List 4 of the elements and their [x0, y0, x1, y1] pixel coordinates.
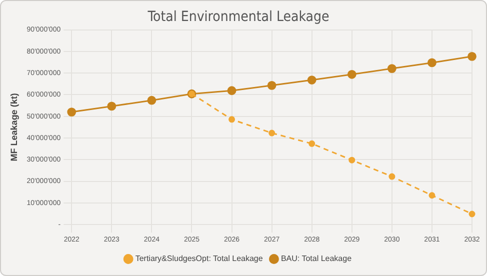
legend-label: BAU: Total Leakage: [280, 254, 352, 264]
y-axis-title: MF Leakage (kt): [8, 93, 19, 162]
chart-title: Total Environmental Leakage: [146, 9, 330, 26]
legend-label: Tertiary&SludgesOpt: Total Leakage: [135, 254, 264, 264]
